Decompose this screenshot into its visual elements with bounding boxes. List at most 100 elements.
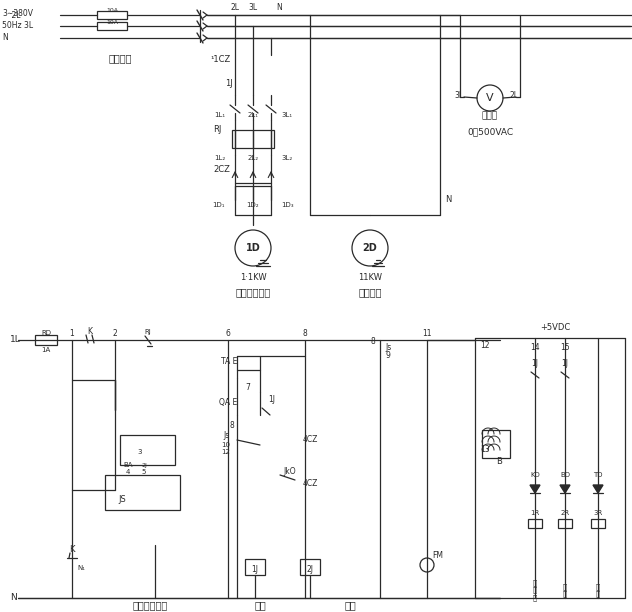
Bar xyxy=(105,475,180,510)
Text: 1L₁: 1L₁ xyxy=(214,112,225,118)
Text: 9: 9 xyxy=(385,351,390,360)
Bar xyxy=(97,11,127,19)
Text: 1J: 1J xyxy=(225,78,233,88)
Bar xyxy=(482,430,510,458)
Text: 1D₂: 1D₂ xyxy=(246,202,259,208)
Text: 2R: 2R xyxy=(561,510,569,516)
Text: 可預置計數器: 可預置計數器 xyxy=(132,600,167,610)
Text: 14: 14 xyxy=(530,343,540,353)
Text: 11KW: 11KW xyxy=(358,274,382,283)
Text: RJ: RJ xyxy=(145,329,152,335)
Bar xyxy=(300,559,320,575)
Text: 1D₃: 1D₃ xyxy=(281,202,293,208)
Text: 1A: 1A xyxy=(41,347,51,353)
Text: K: K xyxy=(87,327,92,337)
Text: 12: 12 xyxy=(221,449,230,455)
Text: 風機電機: 風機電機 xyxy=(358,287,382,297)
Text: N: N xyxy=(276,4,282,12)
Bar xyxy=(245,559,265,575)
Text: 0～500VAC: 0～500VAC xyxy=(467,127,513,136)
Text: 3R: 3R xyxy=(593,510,603,516)
Text: 3L: 3L xyxy=(248,4,258,12)
Text: KD: KD xyxy=(530,472,540,478)
Text: 10A: 10A xyxy=(106,9,118,13)
Bar xyxy=(528,519,542,528)
Text: 2L: 2L xyxy=(2,10,20,20)
Text: B: B xyxy=(496,458,502,466)
Text: BD: BD xyxy=(560,472,570,478)
Text: N: N xyxy=(10,594,17,602)
Text: 2D: 2D xyxy=(363,243,377,253)
Text: 1D: 1D xyxy=(246,243,260,253)
Text: 12: 12 xyxy=(480,340,490,349)
Text: JS: JS xyxy=(118,496,126,504)
Text: 1R: 1R xyxy=(530,510,540,516)
Text: 11: 11 xyxy=(422,329,432,337)
Text: 1D₁: 1D₁ xyxy=(212,202,225,208)
Text: JkO: JkO xyxy=(284,468,296,477)
Text: 5: 5 xyxy=(142,469,146,475)
Text: RD: RD xyxy=(41,330,51,336)
Text: 3L₁: 3L₁ xyxy=(281,112,292,118)
Text: V: V xyxy=(486,93,494,103)
Text: 50Hz 3L: 50Hz 3L xyxy=(2,21,33,31)
Text: 1J: 1J xyxy=(532,359,538,367)
Text: 用戶配箱: 用戶配箱 xyxy=(108,53,131,63)
Text: 13: 13 xyxy=(480,446,490,455)
Text: 4CZ: 4CZ xyxy=(302,436,318,444)
Text: 4: 4 xyxy=(126,469,130,475)
Text: 3∼380V: 3∼380V xyxy=(2,9,33,18)
Text: Js: Js xyxy=(224,430,230,439)
Bar xyxy=(35,335,57,345)
Polygon shape xyxy=(530,485,540,493)
Bar xyxy=(120,435,175,465)
Text: 耐磨機主電機: 耐磨機主電機 xyxy=(235,287,270,297)
Text: 1J: 1J xyxy=(269,395,276,405)
Text: 8: 8 xyxy=(229,420,234,430)
Text: 1J: 1J xyxy=(252,565,258,575)
Text: 2L₂: 2L₂ xyxy=(248,155,258,161)
Text: 15: 15 xyxy=(560,343,570,353)
Text: 3: 3 xyxy=(138,449,142,455)
Text: BA: BA xyxy=(123,462,133,468)
Text: 2J: 2J xyxy=(141,463,147,468)
Text: 2CZ: 2CZ xyxy=(213,165,230,174)
Text: 电压表: 电压表 xyxy=(482,111,498,121)
Text: TA E: TA E xyxy=(221,357,237,367)
Bar xyxy=(97,22,127,30)
Text: 2: 2 xyxy=(112,329,118,337)
Text: 電
通
動: 電 通 動 xyxy=(533,579,537,601)
Text: K: K xyxy=(70,545,75,554)
Text: 8: 8 xyxy=(303,329,307,337)
Polygon shape xyxy=(593,485,603,493)
Text: 起
動: 起 動 xyxy=(563,583,567,597)
Text: 2L: 2L xyxy=(231,4,240,12)
Text: 电机: 电机 xyxy=(254,600,266,610)
Text: FM: FM xyxy=(432,551,443,559)
Text: 1L: 1L xyxy=(10,335,21,345)
Text: 2L: 2L xyxy=(510,91,519,100)
Text: 6: 6 xyxy=(226,329,231,337)
Text: ¹1CZ: ¹1CZ xyxy=(210,56,230,64)
Text: RJ: RJ xyxy=(213,125,221,135)
Text: QA E: QA E xyxy=(219,398,237,406)
Text: 10: 10 xyxy=(221,442,230,448)
Text: 2J: 2J xyxy=(307,565,313,575)
Text: +5VDC: +5VDC xyxy=(540,324,570,332)
Text: 3L₂: 3L₂ xyxy=(281,155,292,161)
Text: 1: 1 xyxy=(70,329,75,337)
Text: Js: Js xyxy=(385,343,391,353)
Text: 4CZ: 4CZ xyxy=(302,479,318,488)
Text: 10A: 10A xyxy=(106,20,118,24)
Text: 7: 7 xyxy=(246,384,250,392)
Text: 2L₁: 2L₁ xyxy=(248,112,258,118)
Text: N₁: N₁ xyxy=(77,565,85,571)
Text: TD: TD xyxy=(593,472,603,478)
Text: 3L: 3L xyxy=(455,91,464,100)
Polygon shape xyxy=(560,485,570,493)
Text: 8: 8 xyxy=(370,337,375,346)
Text: 1L₂: 1L₂ xyxy=(214,155,225,161)
Bar xyxy=(232,130,274,148)
Bar xyxy=(591,519,605,528)
Text: 計數: 計數 xyxy=(344,600,356,610)
